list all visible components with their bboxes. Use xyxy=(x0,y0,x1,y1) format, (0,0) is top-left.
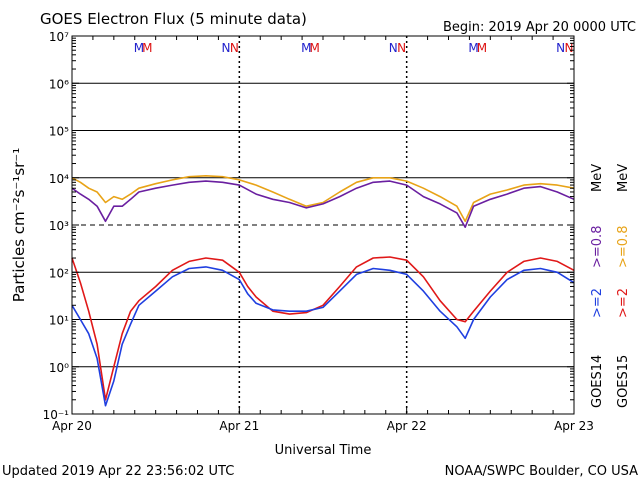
y-tick-label: 10⁴ xyxy=(49,172,69,186)
legend-goes15: GOES15 xyxy=(616,355,631,408)
y-tick-label: 10⁶ xyxy=(49,77,69,91)
y-tick-label: 10³ xyxy=(49,219,69,233)
y-tick-label: 10¹ xyxy=(49,314,69,328)
legend-goes14-2mev: >=2 xyxy=(590,288,605,318)
day-markers: MM N N MM N N MM N N xyxy=(134,41,574,55)
y-tick-label: 10² xyxy=(49,266,69,280)
begin-time-label: Begin: 2019 Apr 20 0000 UTC xyxy=(443,20,636,35)
x-tick-label: Apr 23 xyxy=(554,419,594,433)
day-marker-n: N xyxy=(397,41,406,55)
legend-goes15-2mev: >=2 xyxy=(616,288,631,318)
day-marker-m: M xyxy=(134,41,144,55)
chart-title: GOES Electron Flux (5 minute data) xyxy=(40,10,307,28)
y-tick-label: 10⁰ xyxy=(49,361,69,375)
x-tick-label: Apr 20 xyxy=(52,419,92,433)
y-tick-label: 10⁻¹ xyxy=(43,408,70,422)
series-line-1 xyxy=(71,180,575,228)
day-marker-n: N xyxy=(230,41,239,55)
series-line-0 xyxy=(71,175,575,223)
x-axis-label: Universal Time xyxy=(275,443,372,458)
series-line-3 xyxy=(71,266,575,407)
y-tick-label: 10⁷ xyxy=(49,30,69,44)
legend-goes14: GOES14 xyxy=(590,355,605,408)
day-marker-m: M xyxy=(477,41,487,55)
x-tick-label: Apr 22 xyxy=(387,419,427,433)
credit-label: NOAA/SWPC Boulder, CO USA xyxy=(445,464,638,479)
legend-goes15-08mev: >=0.8 xyxy=(616,226,631,268)
x-axis-ticks: Apr 20 Apr 21 Apr 22 Apr 23 xyxy=(52,36,594,433)
legend-unit: MeV xyxy=(616,164,631,192)
day-marker-n: N xyxy=(221,41,230,55)
day-marker-m: M xyxy=(301,41,311,55)
series-line-2 xyxy=(71,256,575,401)
updated-label: Updated 2019 Apr 22 23:56:02 UTC xyxy=(2,464,234,479)
day-marker-m: M xyxy=(142,41,152,55)
day-marker-n: N xyxy=(564,41,573,55)
day-marker-n: N xyxy=(556,41,565,55)
plot-series xyxy=(71,175,575,407)
y-axis-ticks: 10⁻¹ 10⁰ 10¹ 10² 10³ 10⁴ 10⁵ 10⁶ 10⁷ xyxy=(43,30,574,422)
legend: GOES14 >=2 >=0.8 MeV GOES15 >=2 >=0.8 MeV xyxy=(590,164,631,408)
y-tick-label: 10⁵ xyxy=(49,125,69,139)
y-axis-label: Particles cm⁻²s⁻¹sr⁻¹ xyxy=(10,148,28,302)
day-marker-n: N xyxy=(389,41,398,55)
legend-goes14-08mev: >=0.8 xyxy=(590,226,605,268)
day-marker-m: M xyxy=(468,41,478,55)
plot-grid xyxy=(72,36,574,414)
legend-unit: MeV xyxy=(590,164,605,192)
x-tick-label: Apr 21 xyxy=(219,419,259,433)
day-marker-m: M xyxy=(309,41,319,55)
